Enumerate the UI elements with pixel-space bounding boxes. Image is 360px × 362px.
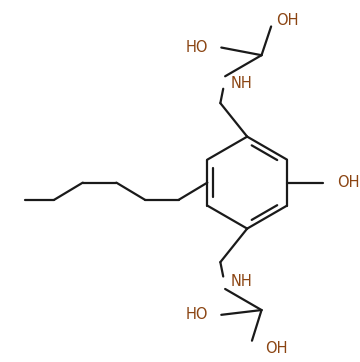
Text: OH: OH [265, 341, 288, 356]
Text: HO: HO [185, 307, 208, 322]
Text: OH: OH [337, 175, 359, 190]
Text: HO: HO [185, 40, 208, 55]
Text: NH: NH [231, 76, 253, 92]
Text: NH: NH [231, 274, 253, 289]
Text: OH: OH [276, 13, 298, 28]
